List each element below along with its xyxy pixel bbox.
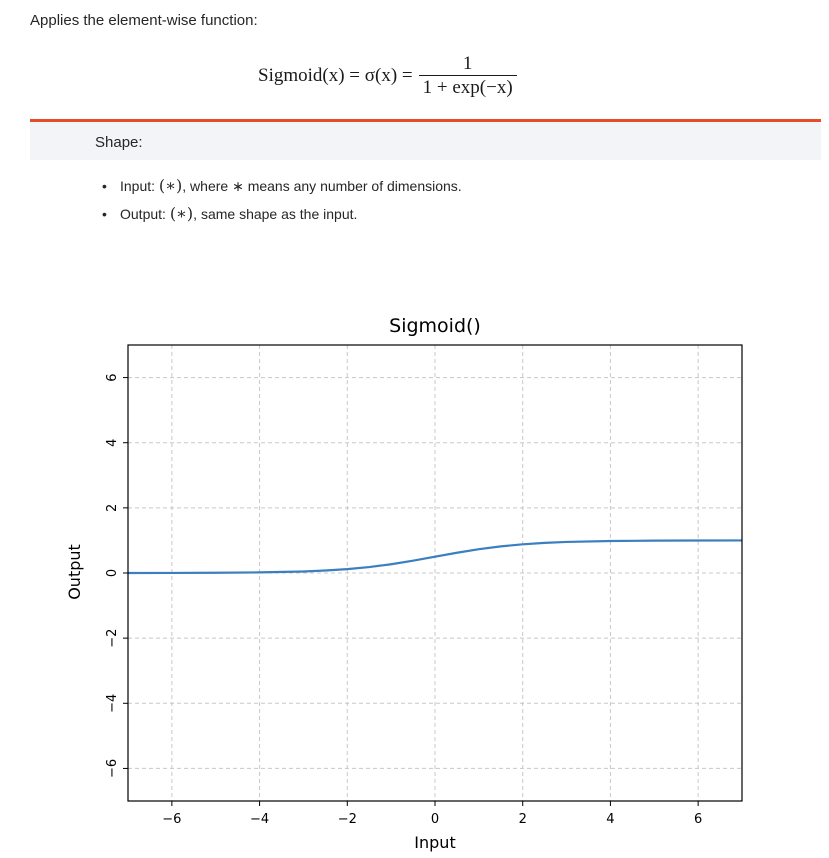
y-axis-label: Output	[65, 544, 84, 600]
y-tick-label: 0	[105, 569, 120, 577]
chart-title: Sigmoid()	[389, 315, 481, 337]
sigmoid-curve	[127, 539, 743, 575]
bullet-icon: •	[102, 206, 107, 222]
sigmoid-chart: Sigmoid() −6 −4 −2 0 2 4 6 −6 −4 −2 0 2 4 6 Input Out…	[65, 315, 743, 852]
x-tick-label: 2	[519, 812, 527, 827]
y-tick-label: −2	[105, 629, 120, 648]
y-tick-label: 4	[105, 439, 120, 447]
shape-output-math: (∗)	[169, 204, 194, 223]
y-tick-label: 6	[105, 373, 120, 381]
chart-ticks: −6 −4 −2 0 2 4 6 −6 −4 −2 0 2 4 6	[105, 373, 702, 827]
shape-note-box: Shape:	[30, 119, 821, 160]
shape-output-item: • Output: (∗), same shape as the input.	[100, 202, 462, 230]
shape-input-item: • Input: (∗), where ∗ means any number o…	[100, 174, 462, 202]
formula-denominator: 1 + exp(−x)	[422, 76, 513, 98]
x-tick-label: 6	[694, 812, 702, 827]
x-tick-label: −6	[162, 812, 181, 827]
intro-text: Applies the element-wise function:	[30, 12, 258, 29]
y-tick-label: −4	[105, 694, 120, 713]
bullet-icon: •	[102, 178, 107, 194]
plot-frame	[127, 344, 743, 802]
formula-lhs: Sigmoid(x) = σ(x) =	[258, 65, 413, 86]
formula-numerator: 1	[462, 52, 473, 74]
x-tick-label: 4	[606, 812, 614, 827]
x-tick-label: 0	[431, 812, 439, 827]
x-tick-label: −4	[250, 812, 269, 827]
formula-fraction: 1 1 + exp(−x)	[418, 52, 517, 100]
shape-input-math: (∗)	[158, 176, 183, 195]
shape-input-label: Input:	[120, 178, 159, 194]
y-tick-label: 2	[105, 504, 120, 512]
sigmoid-formula: Sigmoid(x) = σ(x) = 1 1 + exp(−x)	[258, 48, 517, 104]
fraction-bar	[418, 74, 517, 76]
y-tick-label: −6	[105, 759, 120, 778]
shape-output-label: Output:	[120, 206, 170, 222]
shape-list: • Input: (∗), where ∗ means any number o…	[100, 174, 462, 230]
shape-input-text: , where ∗ means any number of dimensions…	[182, 178, 462, 194]
x-axis-label: Input	[414, 833, 455, 852]
shape-output-text: , same shape as the input.	[193, 206, 358, 222]
shape-heading: Shape:	[95, 134, 143, 151]
x-tick-label: −2	[338, 812, 357, 827]
